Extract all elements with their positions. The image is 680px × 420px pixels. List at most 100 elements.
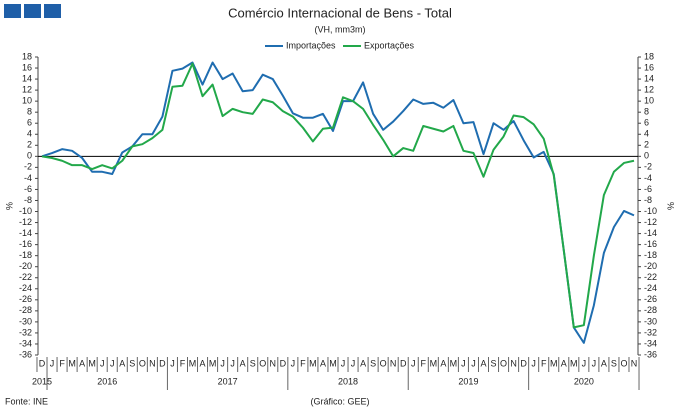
year-label: 2017 xyxy=(218,376,238,386)
year-label: 2020 xyxy=(574,376,594,386)
y-tick-label: -6 xyxy=(644,184,652,194)
x-tick-label: S xyxy=(250,358,256,368)
x-tick-label: A xyxy=(480,358,486,368)
x-tick-label: O xyxy=(620,358,627,368)
y-tick-label: 16 xyxy=(22,62,32,72)
y-tick-label: 16 xyxy=(644,62,654,72)
legend-label: Exportações xyxy=(364,40,415,50)
y-tick-label: -8 xyxy=(24,195,32,205)
data-line xyxy=(41,61,635,344)
x-tick-label: S xyxy=(129,358,135,368)
x-tick-label: J xyxy=(351,358,356,368)
x-tick-label: A xyxy=(601,358,607,368)
x-tick-label: D xyxy=(400,358,407,368)
x-tick-label: A xyxy=(200,358,206,368)
year-label: 2015 xyxy=(32,376,52,386)
x-tick-label: M xyxy=(189,358,197,368)
y-tick-label: -26 xyxy=(19,294,32,304)
x-tick-label: A xyxy=(360,358,366,368)
y-tick-label: -2 xyxy=(644,162,652,172)
y-tick-label: -28 xyxy=(644,305,657,315)
year-label: 2019 xyxy=(458,376,478,386)
y-tick-label: 2 xyxy=(644,140,649,150)
x-tick-label: S xyxy=(370,358,376,368)
x-tick-label: S xyxy=(491,358,497,368)
x-tick-label: A xyxy=(320,358,326,368)
y-tick-label: -18 xyxy=(644,250,657,260)
x-tick-label: D xyxy=(159,358,166,368)
x-tick-label: M xyxy=(329,358,337,368)
y-tick-label: -20 xyxy=(19,261,32,271)
y-tick-label: 6 xyxy=(644,118,649,128)
y-tick-label: 8 xyxy=(27,107,32,117)
y-tick-label: 4 xyxy=(27,129,32,139)
x-tick-label: J xyxy=(230,358,235,368)
x-tick-label: J xyxy=(291,358,296,368)
source: Fonte: INE xyxy=(5,396,48,406)
x-tick-label: F xyxy=(421,358,427,368)
chart-title: Comércio Internacional de Bens - Total xyxy=(228,5,452,20)
x-tick-label: J xyxy=(461,358,466,368)
y-tick-label: -22 xyxy=(644,272,657,282)
y-tick-label: 12 xyxy=(644,84,654,94)
y-tick-label: -14 xyxy=(19,228,32,238)
y-tick-label: 14 xyxy=(644,73,654,83)
x-tick-label: J xyxy=(100,358,105,368)
y-tick-label: 10 xyxy=(22,96,32,106)
x-tick-label: F xyxy=(300,358,306,368)
x-tick-label: A xyxy=(440,358,446,368)
credit: (Gráfico: GEE) xyxy=(310,396,369,406)
year-label: 2018 xyxy=(338,376,358,386)
y-tick-label: -36 xyxy=(19,349,32,359)
y-tick-label: -36 xyxy=(644,349,657,359)
x-tick-label: M xyxy=(209,358,217,368)
y-tick-label: -20 xyxy=(644,261,657,271)
y-tick-label: -32 xyxy=(644,327,657,337)
y-tick-label: -26 xyxy=(644,294,657,304)
x-tick-label: O xyxy=(380,358,387,368)
y-tick-label: 0 xyxy=(644,151,649,161)
y-tick-label: 2 xyxy=(27,140,32,150)
x-tick-label: J xyxy=(471,358,476,368)
y-tick-label: -22 xyxy=(19,272,32,282)
y-tick-label: -32 xyxy=(19,327,32,337)
x-tick-label: J xyxy=(170,358,175,368)
x-tick-label: F xyxy=(59,358,65,368)
x-tick-label: S xyxy=(611,358,617,368)
x-tick-label: A xyxy=(240,358,246,368)
y-axis-label: % xyxy=(4,202,14,210)
logo xyxy=(44,4,61,18)
y-tick-label: -12 xyxy=(19,217,32,227)
y-tick-label: -34 xyxy=(644,338,657,348)
x-tick-label: F xyxy=(180,358,186,368)
logo xyxy=(4,4,21,18)
x-tick-label: M xyxy=(309,358,317,368)
x-tick-label: O xyxy=(500,358,507,368)
x-tick-label: M xyxy=(570,358,578,368)
x-tick-label: O xyxy=(259,358,266,368)
y-tick-label: -16 xyxy=(644,239,657,249)
y-tick-label: -28 xyxy=(19,305,32,315)
x-tick-label: N xyxy=(510,358,517,368)
x-tick-label: M xyxy=(68,358,76,368)
x-tick-label: M xyxy=(450,358,458,368)
y-tick-label: 14 xyxy=(22,73,32,83)
y-tick-label: -6 xyxy=(24,184,32,194)
logo xyxy=(24,4,41,18)
x-tick-label: F xyxy=(541,358,547,368)
x-tick-label: A xyxy=(119,358,125,368)
y-tick-label: -18 xyxy=(19,250,32,260)
y-tick-label: -30 xyxy=(19,316,32,326)
y-tick-label: -8 xyxy=(644,195,652,205)
x-tick-label: J xyxy=(582,358,587,368)
y-tick-label: -2 xyxy=(24,162,32,172)
y-tick-label: -12 xyxy=(644,217,657,227)
y-tick-label: 0 xyxy=(27,151,32,161)
y-tick-label: 6 xyxy=(27,118,32,128)
y-tick-label: -10 xyxy=(19,206,32,216)
y-tick-label: -16 xyxy=(19,239,32,249)
x-tick-label: N xyxy=(270,358,277,368)
chart-subtitle: (VH, mm3m) xyxy=(315,24,366,34)
x-tick-label: D xyxy=(280,358,287,368)
